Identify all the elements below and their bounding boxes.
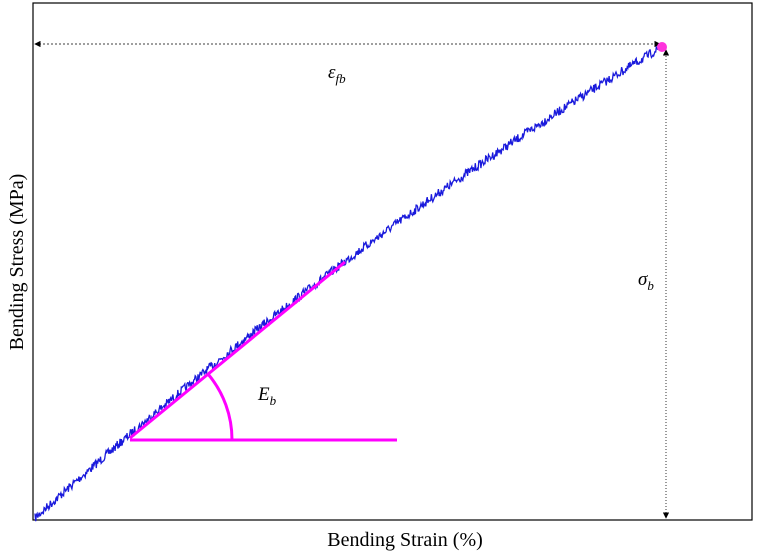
plot-frame [32, 2, 753, 521]
y-axis-label: Bending Stress (MPa) [6, 174, 28, 351]
x-axis-label: Bending Strain (%) [327, 529, 483, 551]
strain-at-break-label: εfb [328, 62, 346, 86]
modulus-label: Eb [257, 384, 277, 408]
break-point [657, 42, 667, 52]
modulus-angle [206, 373, 234, 441]
stress-strain-curve [34, 45, 663, 522]
strength-label: σb [638, 269, 654, 293]
modulus-line [129, 260, 346, 440]
